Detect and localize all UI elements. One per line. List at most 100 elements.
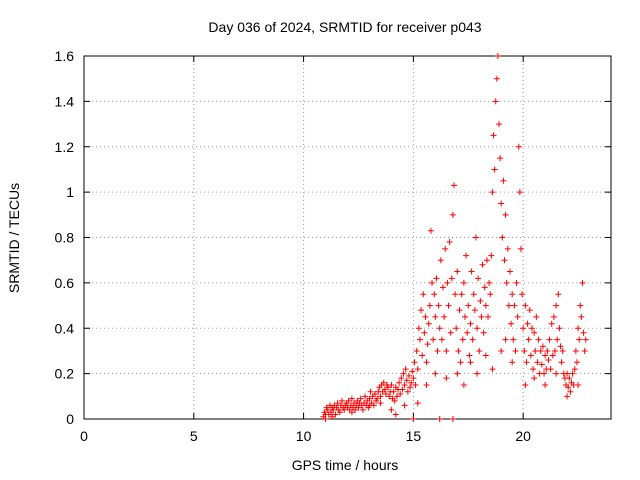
data-point — [398, 375, 405, 382]
data-point — [474, 325, 481, 332]
data-point — [443, 347, 450, 354]
data-point — [557, 343, 564, 350]
data-point — [553, 370, 560, 377]
data-point — [348, 395, 355, 402]
data-point — [521, 347, 528, 354]
data-point — [434, 347, 441, 354]
data-point — [535, 336, 542, 343]
data-point — [345, 397, 352, 404]
y-tick-label: 0 — [66, 411, 74, 427]
data-point — [359, 406, 366, 413]
data-point — [458, 291, 465, 298]
x-tick-labels: 0 5 10 15 20 — [80, 428, 531, 444]
data-point — [511, 302, 518, 309]
data-point — [436, 416, 443, 422]
data-point — [550, 313, 557, 320]
x-tick-label: 15 — [406, 428, 422, 444]
data-point — [426, 302, 433, 309]
data-point — [542, 381, 549, 388]
data-point — [410, 375, 417, 382]
data-point — [575, 381, 582, 388]
y-tick-label: 0.2 — [55, 366, 75, 382]
data-point — [469, 336, 476, 343]
data-point — [579, 279, 586, 286]
data-point — [366, 402, 373, 409]
data-point — [555, 291, 562, 298]
data-point — [408, 379, 415, 386]
data-point — [505, 302, 512, 309]
y-tick-label: 1 — [66, 184, 74, 200]
data-point — [492, 98, 499, 105]
data-point — [533, 313, 540, 320]
x-tick-label: 10 — [296, 428, 312, 444]
data-point — [530, 366, 537, 373]
data-point — [517, 245, 524, 252]
data-point — [404, 388, 411, 395]
data-point — [471, 307, 478, 314]
data-point — [415, 325, 422, 332]
data-point — [513, 279, 520, 286]
data-point — [578, 313, 585, 320]
data-point — [341, 406, 348, 413]
data-point — [385, 384, 392, 391]
data-point — [575, 325, 582, 332]
data-point — [499, 234, 506, 241]
data-point — [411, 359, 418, 366]
data-point — [357, 395, 364, 402]
data-point — [432, 370, 439, 377]
data-point — [545, 357, 552, 364]
data-point — [483, 257, 490, 264]
data-point — [485, 313, 492, 320]
data-point — [450, 182, 457, 189]
data-point — [412, 381, 419, 388]
data-point — [433, 275, 440, 282]
data-point — [418, 307, 425, 314]
data-point — [392, 411, 399, 418]
data-point — [512, 347, 519, 354]
data-point — [401, 381, 408, 388]
data-point — [449, 416, 456, 422]
data-point — [390, 388, 397, 395]
data-point — [515, 143, 522, 150]
data-point — [401, 402, 408, 409]
data-point — [482, 352, 489, 359]
data-point — [558, 359, 565, 366]
data-point — [445, 302, 452, 309]
data-point — [523, 359, 530, 366]
data-point — [577, 302, 584, 309]
data-point — [421, 329, 428, 336]
data-point — [556, 325, 563, 332]
data-point — [453, 325, 460, 332]
data-point — [524, 320, 531, 327]
data-point — [537, 347, 544, 354]
x-tick-label: 0 — [80, 428, 88, 444]
data-point — [377, 393, 384, 400]
data-point — [322, 416, 329, 422]
data-point — [539, 343, 546, 350]
data-point — [565, 384, 572, 391]
data-point — [381, 386, 388, 393]
data-point — [436, 325, 443, 332]
data-point — [508, 320, 515, 327]
data-point — [352, 406, 359, 413]
data-point — [386, 393, 393, 400]
data-point — [467, 359, 474, 366]
data-point — [498, 347, 505, 354]
data-point — [413, 347, 420, 354]
y-tick-label: 0.8 — [55, 230, 75, 246]
data-point — [382, 391, 389, 398]
data-point — [564, 370, 571, 377]
y-tick-labels: 0 0.2 0.4 0.6 0.8 1 1.2 1.4 1.6 — [55, 48, 75, 427]
data-point — [407, 384, 414, 391]
data-point — [528, 325, 535, 332]
data-point — [486, 279, 493, 286]
axis-ticks — [83, 55, 611, 420]
data-point — [448, 275, 455, 282]
data-point — [422, 313, 429, 320]
data-point — [480, 329, 487, 336]
data-point — [461, 313, 468, 320]
data-point — [502, 211, 509, 218]
data-point — [397, 391, 404, 398]
data-point — [324, 406, 331, 413]
